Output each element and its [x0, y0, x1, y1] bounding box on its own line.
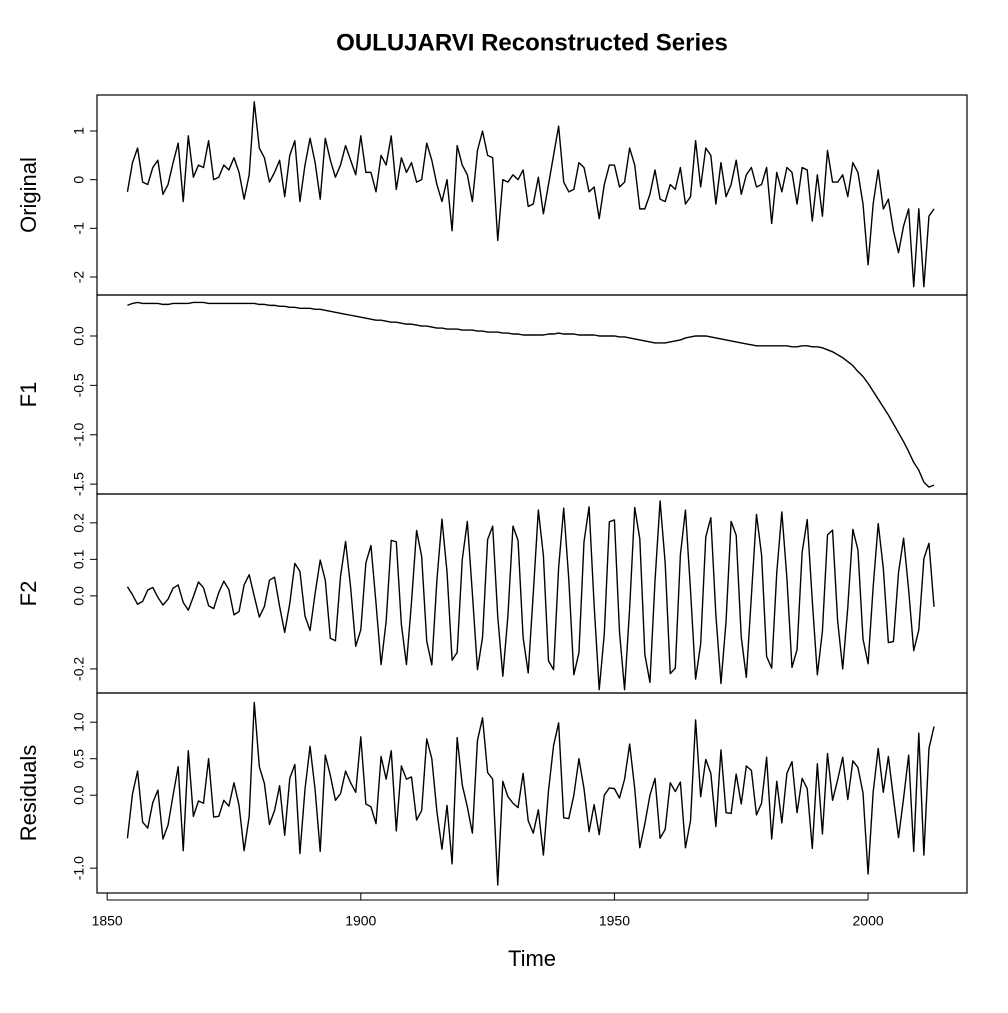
y-tick-label: 0.0 — [71, 586, 87, 606]
y-tick-label: 0.1 — [71, 549, 87, 569]
y-tick-label: 0.2 — [71, 513, 87, 533]
chart-title: OULUJARVI Reconstructed Series — [336, 29, 728, 56]
y-tick-label: -0.5 — [71, 373, 87, 397]
y-tick-label: -0.2 — [71, 657, 87, 681]
y-tick-label: -2 — [71, 271, 87, 284]
series-line — [126, 701, 935, 886]
y-tick-label: -1.0 — [71, 422, 87, 446]
y-tick-label: 0.5 — [71, 749, 87, 769]
y-tick-label: 1 — [71, 127, 87, 135]
y-tick-label: -1.5 — [71, 472, 87, 496]
series-line — [126, 500, 935, 691]
x-tick-label: 1850 — [92, 913, 123, 929]
x-tick-label: 2000 — [853, 913, 884, 929]
x-tick-label: 1900 — [345, 913, 376, 929]
y-axis-title: Original — [16, 157, 41, 233]
series-line — [126, 101, 935, 288]
series-line — [127, 301, 935, 488]
x-axis-title: Time — [508, 946, 556, 971]
y-axis-title: Residuals — [16, 745, 41, 842]
y-tick-label: 0.0 — [71, 785, 87, 805]
x-tick-label: 1950 — [599, 913, 630, 929]
y-tick-label: 0.0 — [71, 326, 87, 346]
panel-frame — [96, 94, 968, 296]
panel-frame — [96, 692, 968, 894]
panel-frame — [96, 294, 968, 495]
y-tick-label: -1 — [71, 222, 87, 235]
y-tick-label: -1.0 — [71, 856, 87, 880]
y-tick-label: 1.0 — [71, 712, 87, 732]
y-tick-label: 0 — [71, 176, 87, 184]
y-axis-title: F1 — [16, 382, 41, 408]
y-axis-title: F2 — [16, 581, 41, 607]
